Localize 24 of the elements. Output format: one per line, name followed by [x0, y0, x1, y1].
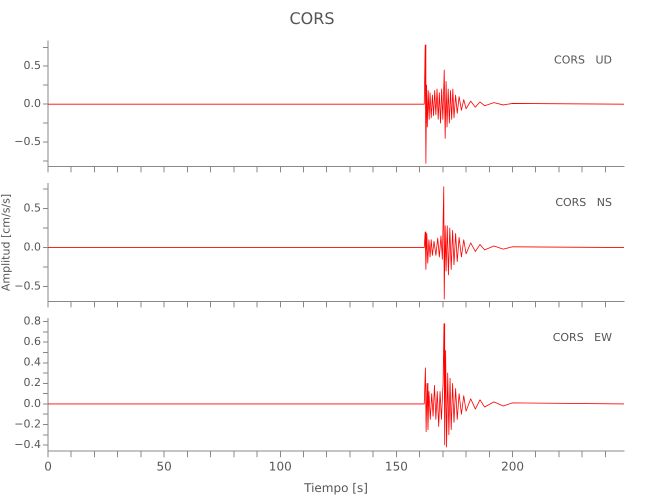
- chart-title: CORS: [289, 8, 335, 28]
- x-tick-label: 0: [44, 460, 52, 474]
- x-axis-title: Tiempo [s]: [303, 480, 368, 495]
- y-tick-label: 0.0: [24, 396, 41, 410]
- y-tick-label: 0.8: [24, 314, 41, 328]
- y-tick-label: 0.5: [24, 201, 41, 214]
- y-tick-label: 0.0: [24, 240, 41, 254]
- text: CORS NS: [555, 196, 612, 209]
- y-tick-label: 0.5: [24, 59, 41, 72]
- x-tick-label: 200: [501, 460, 524, 474]
- y-tick-label: 0.4: [24, 356, 41, 369]
- x-tick-label: 50: [156, 460, 172, 474]
- y-tick-label: 0.0: [24, 97, 41, 110]
- y-tick-label: −0.4: [14, 438, 41, 451]
- y-tick-label: −0.5: [14, 134, 41, 148]
- y-tick-label: 0.6: [24, 335, 41, 348]
- x-tick-label: 150: [384, 460, 408, 474]
- text: CORS UD: [554, 54, 612, 67]
- y-tick-label: −0.5: [14, 279, 41, 292]
- y-tick-label: −0.2: [14, 417, 41, 430]
- x-tick-label: 100: [268, 460, 292, 474]
- y-axis-title: Amplitud [cm/s/s]: [0, 194, 12, 292]
- text: CORS EW: [552, 330, 612, 344]
- y-tick-label: 0.2: [24, 376, 41, 390]
